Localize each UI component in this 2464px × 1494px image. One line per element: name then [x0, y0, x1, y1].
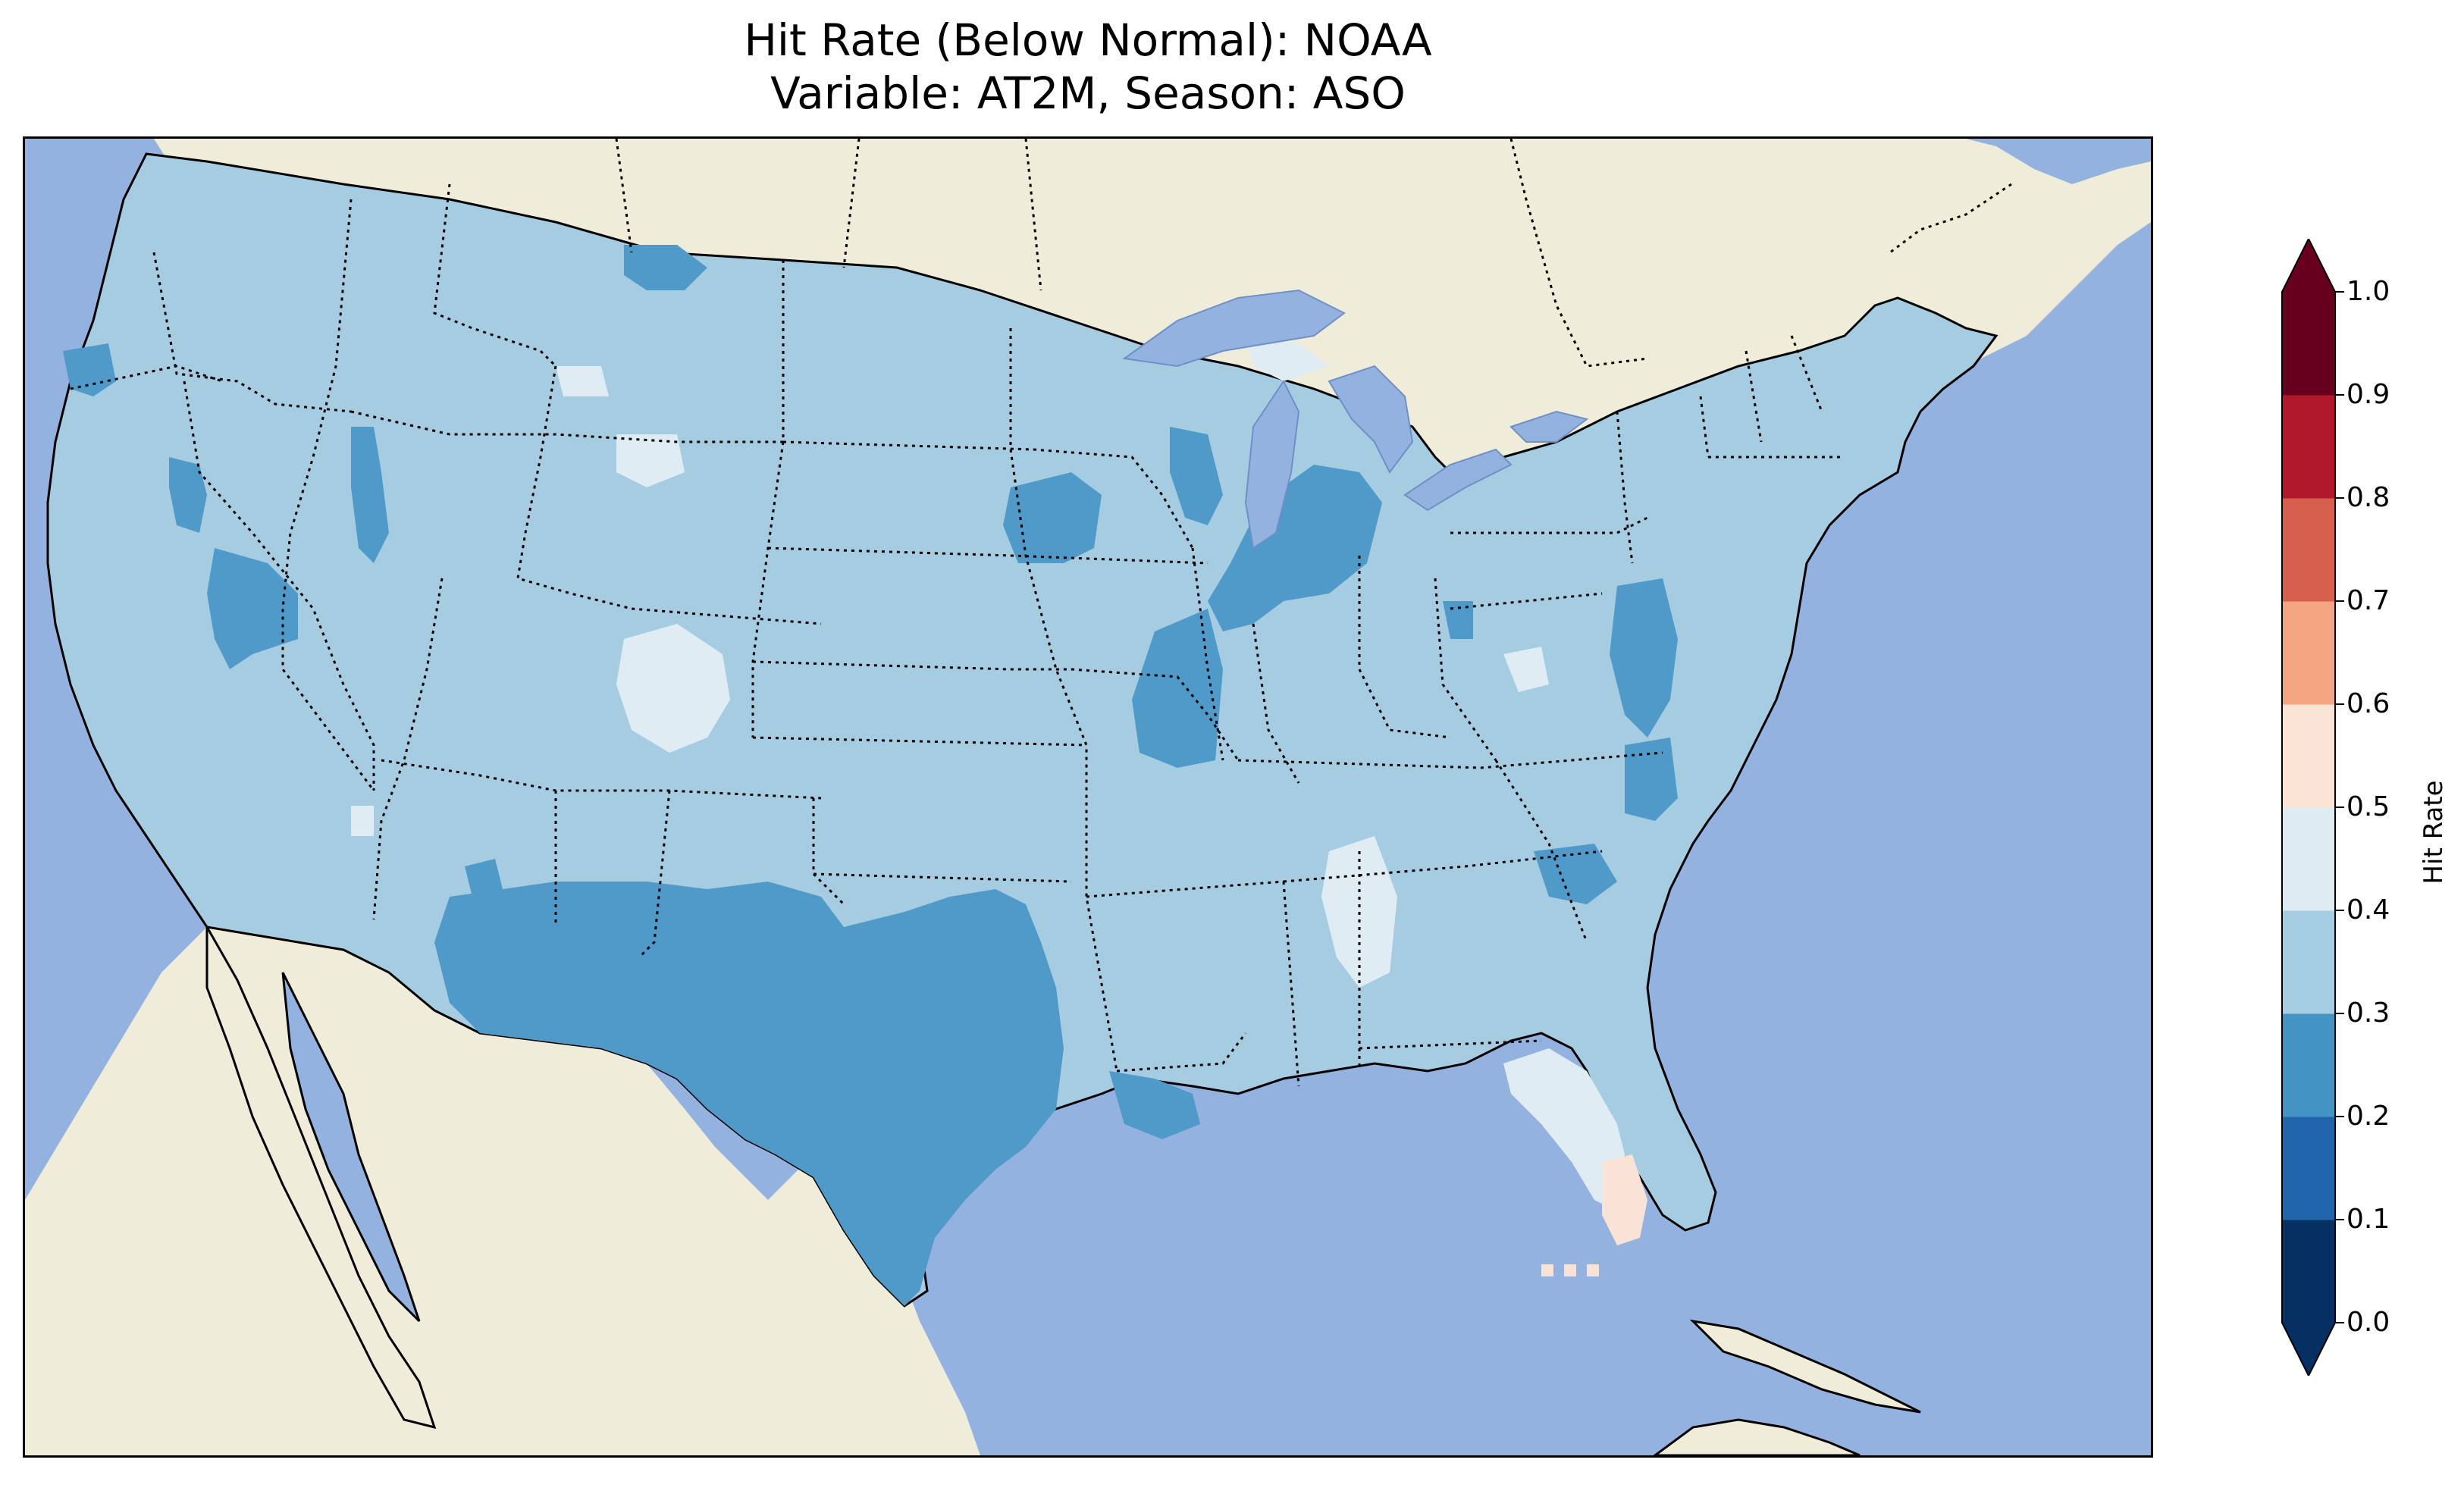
baja-peninsula [205, 922, 437, 1430]
lake-huron [1328, 365, 1414, 474]
colorbar-tick-label: 0.6 [2346, 688, 2390, 719]
colorbar-bin-0.3-0.4 [2282, 910, 2335, 1014]
colorbar-bin-0.7-0.8 [2282, 498, 2335, 602]
colorbar-tick-label: 0.1 [2346, 1204, 2390, 1235]
az-spot [465, 859, 503, 897]
south-america-tip [1653, 1418, 1861, 1455]
iowa-region [1003, 472, 1102, 563]
nevada-north [169, 457, 207, 533]
idaho-spot [556, 366, 609, 396]
colorbar-bin-0.8-0.9 [2282, 395, 2335, 499]
utah-spot [351, 806, 374, 836]
colorbar-tick-label: 0.3 [2346, 998, 2390, 1029]
louisiana-region [1109, 1071, 1200, 1139]
colorbar-extend-max [2282, 239, 2335, 292]
colorbar-bin-0.9-1 [2282, 292, 2335, 396]
nc-coast [1625, 738, 1678, 821]
florida-north [1503, 1048, 1632, 1215]
wyoming-region [616, 434, 685, 487]
utah-strip [351, 427, 389, 563]
colorbar-bin-0-0.1 [2282, 1220, 2335, 1323]
lake-michigan [1244, 380, 1300, 550]
colorbar-tick-label: 0.5 [2346, 791, 2390, 822]
mich-ind-region [1208, 465, 1382, 631]
florida-keys [1541, 1264, 1599, 1276]
midatlantic-region [1610, 578, 1678, 738]
state-borders [70, 183, 1845, 1087]
colorbar-tick-label: 0.9 [2346, 379, 2390, 410]
montana-north [624, 245, 707, 290]
lake-superior [1122, 289, 1346, 368]
colorbar-tick-label: 0.8 [2346, 482, 2390, 513]
colorbar-label: Hit Rate [2419, 780, 2449, 885]
map-svg [25, 139, 2151, 1455]
colorbar-bin-0.6-0.7 [2282, 601, 2335, 705]
wisconsin-region [1170, 427, 1223, 525]
lake-erie [1403, 448, 1513, 512]
colorbar-svg [2281, 236, 2344, 1378]
gulf-of-california [281, 972, 421, 1323]
colorbar-tick-label: 1.0 [2346, 276, 2390, 307]
title-line-1: Hit Rate (Below Normal): NOAA [744, 14, 1432, 66]
map-panel [23, 136, 2153, 1458]
colorbar-tick-label: 0.2 [2346, 1101, 2390, 1132]
title-line-2: Variable: AT2M, Season: ASO [770, 67, 1406, 119]
great-lakes [1122, 289, 1589, 550]
ohio-spot [1443, 601, 1473, 639]
colorbar: 0.0 0.1 0.2 0.3 0.4 0.5 0.6 0.7 0.8 0.9 1.0 [2267, 236, 2464, 1378]
nevada-region [207, 548, 298, 669]
colorbar-tick-label: 0.7 [2346, 585, 2390, 616]
colorbar-extend-min [2282, 1323, 2335, 1376]
colorbar-tick-label: 0.4 [2346, 894, 2390, 926]
virginia-spot [1503, 647, 1549, 692]
colorbar-bin-0.1-0.2 [2282, 1117, 2335, 1220]
canada-borders [615, 139, 2012, 368]
colorbar-bin-0.4-0.5 [2282, 807, 2335, 911]
colorbar-tick-label: 0.0 [2346, 1307, 2390, 1338]
ncal-region [63, 343, 116, 396]
colorbar-bin-0.5-0.6 [2282, 704, 2335, 808]
cuba [1689, 1319, 1921, 1414]
missouri-region [1132, 609, 1223, 768]
colorbar-bin-0.2-0.3 [2282, 1013, 2335, 1117]
chart-title: Hit Rate (Below Normal): NOAA Variable: … [23, 14, 2153, 120]
texas-region [434, 882, 1064, 1306]
lake-ontario [1509, 410, 1589, 443]
michigan-upper [1246, 336, 1329, 381]
colorado-region [616, 624, 730, 753]
south-florida-region [1602, 1154, 1647, 1245]
